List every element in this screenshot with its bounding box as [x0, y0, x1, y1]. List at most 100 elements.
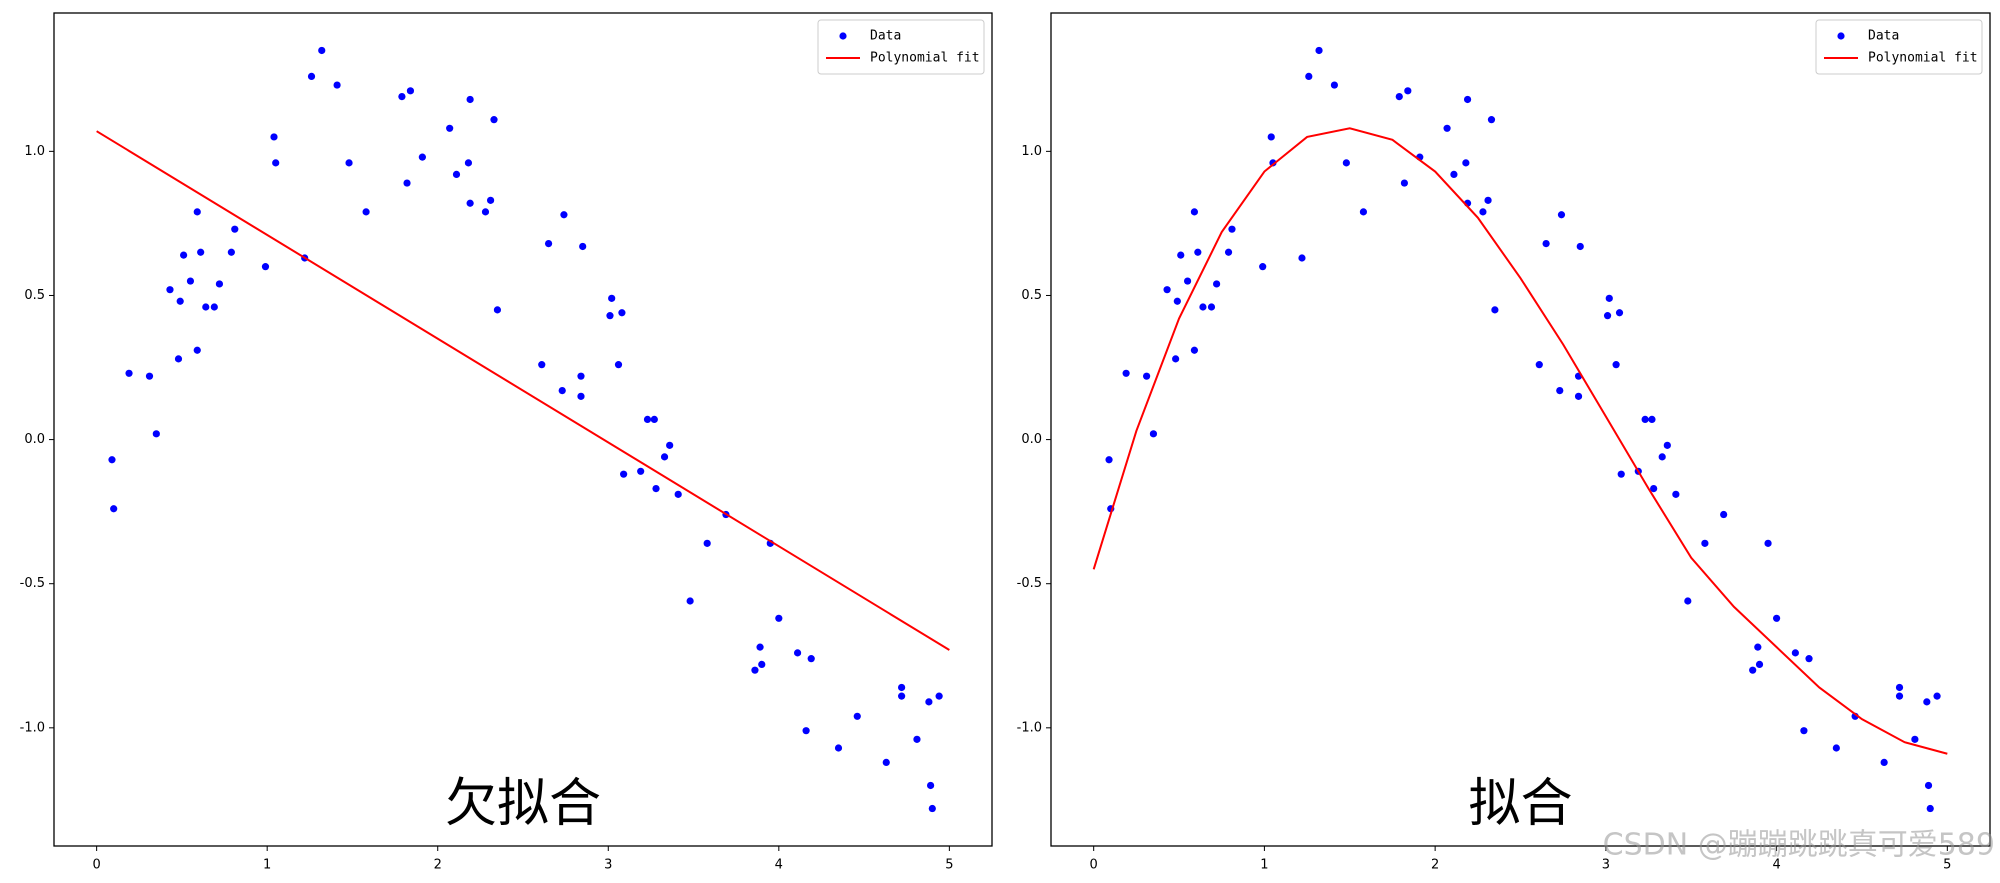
- x-tick-label: 0: [1090, 858, 1098, 873]
- y-tick-label: 1.0: [1021, 144, 1042, 159]
- x-tick-label: 3: [1602, 858, 1610, 873]
- data-point: [403, 179, 411, 187]
- data-point: [650, 415, 658, 424]
- data-point: [1183, 277, 1192, 285]
- data-point: [928, 804, 936, 813]
- data-point: [674, 490, 682, 498]
- data-point: [1395, 92, 1403, 101]
- data-point: [1190, 346, 1199, 354]
- y-tick-label: -1.0: [20, 720, 45, 735]
- x-tick-label: 3: [604, 858, 612, 873]
- annotation: 欠拟合: [445, 774, 601, 834]
- data-point: [1663, 441, 1671, 449]
- data-point: [643, 415, 652, 424]
- x-tick-label: 4: [775, 858, 783, 873]
- data-point: [1933, 692, 1941, 700]
- data-point: [108, 456, 116, 464]
- data-point: [1924, 781, 1933, 790]
- data-point: [227, 248, 235, 256]
- data-point: [202, 303, 210, 311]
- data-point: [560, 211, 568, 219]
- data-point: [197, 248, 205, 256]
- fit-line: [96, 130, 950, 651]
- data-point: [558, 386, 566, 395]
- data-point: [1149, 430, 1158, 438]
- legend-label: Polynomial fit: [1868, 51, 1978, 66]
- data-point: [1173, 297, 1181, 305]
- data-point: [1199, 303, 1207, 311]
- data-point: [452, 170, 461, 179]
- data-point: [481, 208, 490, 216]
- data-point: [898, 683, 906, 692]
- data-point: [898, 692, 906, 700]
- data-point: [152, 430, 160, 438]
- data-point: [1805, 655, 1813, 663]
- data-point: [466, 95, 474, 104]
- data-point: [1576, 242, 1584, 251]
- data-point: [1177, 251, 1185, 259]
- data-point: [1450, 170, 1458, 179]
- data-point: [1542, 239, 1550, 248]
- data-point: [193, 346, 201, 354]
- data-point: [637, 467, 645, 475]
- data-point: [1305, 72, 1313, 81]
- data-point: [793, 649, 802, 657]
- data-point: [493, 306, 502, 314]
- data-point: [925, 698, 933, 706]
- data-point: [608, 294, 616, 302]
- annotation: 拟合: [1468, 774, 1572, 834]
- data-point: [751, 666, 759, 674]
- data-point: [180, 251, 188, 259]
- data-point: [620, 470, 628, 478]
- data-point: [1315, 46, 1323, 55]
- y-tick-label: 0.0: [24, 432, 45, 447]
- x-tick-label: 4: [1772, 858, 1780, 873]
- data-point: [1172, 355, 1180, 363]
- data-point: [1105, 456, 1113, 464]
- data-point: [333, 81, 341, 89]
- x-tick-label: 2: [434, 858, 442, 873]
- data-point: [1487, 116, 1496, 124]
- data-point: [1298, 254, 1306, 262]
- data-point: [652, 484, 660, 493]
- data-point: [1269, 159, 1277, 167]
- data-point: [686, 597, 694, 605]
- legend-marker: [1837, 32, 1845, 40]
- data-point: [1404, 87, 1412, 95]
- data-point: [660, 453, 669, 461]
- data-point: [1190, 208, 1199, 216]
- data-point: [1400, 179, 1409, 187]
- data-point: [1163, 286, 1171, 294]
- data-point: [1800, 727, 1808, 735]
- data-point: [1612, 361, 1620, 369]
- data-point: [666, 441, 674, 449]
- data-point: [1122, 369, 1130, 377]
- data-point: [703, 539, 711, 547]
- data-point: [1259, 263, 1267, 271]
- data-point: [1895, 683, 1904, 692]
- x-tick-label: 5: [945, 858, 953, 873]
- data-point: [318, 46, 326, 55]
- data-point: [577, 372, 585, 380]
- data-point: [1603, 312, 1612, 320]
- data-point: [1832, 744, 1840, 752]
- data-point: [1648, 415, 1656, 424]
- data-point: [1701, 539, 1709, 547]
- y-tick-label: 1.0: [24, 144, 45, 159]
- data-point: [464, 159, 473, 167]
- y-tick-label: 0.5: [1021, 288, 1042, 303]
- data-point: [1684, 597, 1692, 605]
- data-point: [1791, 649, 1799, 657]
- legend-label: Data: [1868, 29, 1899, 44]
- data-point: [345, 159, 353, 167]
- data-point: [1228, 225, 1236, 233]
- data-point: [446, 124, 454, 132]
- data-point: [544, 239, 553, 248]
- data-point: [1755, 660, 1764, 669]
- data-point: [466, 199, 474, 207]
- data-point: [1650, 484, 1658, 493]
- data-point: [1617, 470, 1625, 478]
- data-point: [193, 208, 201, 216]
- data-point: [935, 692, 943, 700]
